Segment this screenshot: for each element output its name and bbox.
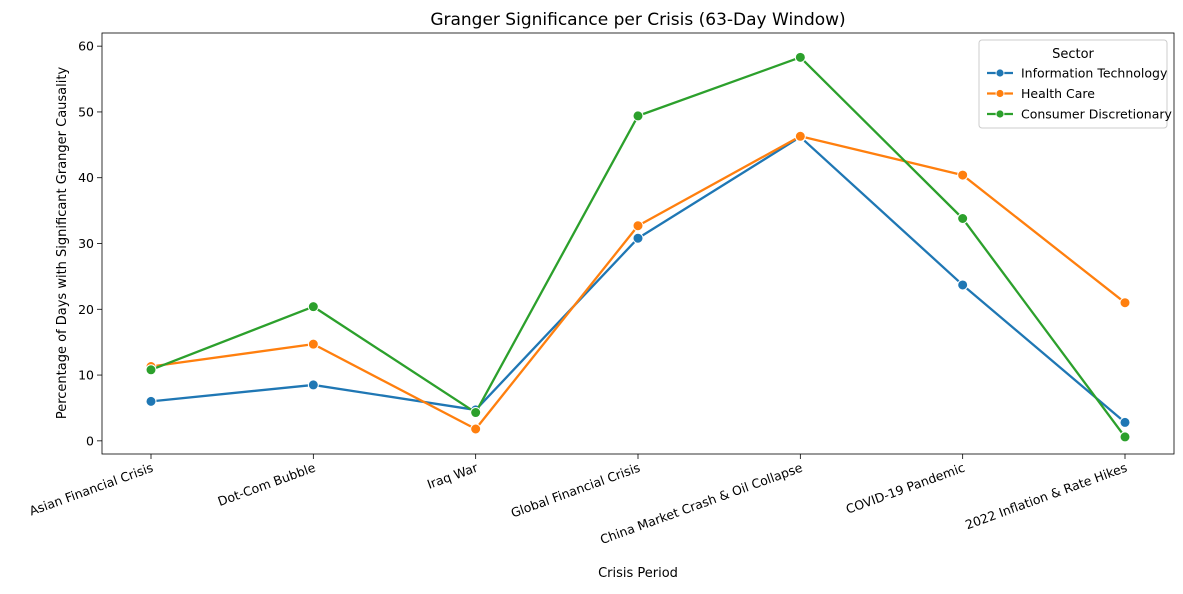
y-axis-label: Percentage of Days with Significant Gran… bbox=[55, 67, 70, 420]
x-tick-label: 2022 Inflation & Rate Hikes bbox=[963, 460, 1129, 533]
y-tick-label: 20 bbox=[78, 302, 94, 317]
data-point-information-technology bbox=[307, 379, 319, 391]
data-point-health-care bbox=[470, 423, 482, 435]
data-point-consumer-discretionary bbox=[794, 51, 806, 63]
x-axis: Asian Financial Crisis Dot-Com Bubble Iraq… bbox=[27, 454, 1129, 547]
x-tick-label: Asian Financial Crisis bbox=[27, 460, 155, 519]
legend-label: Information Technology bbox=[1021, 66, 1168, 81]
data-point-information-technology bbox=[632, 232, 644, 244]
legend-label: Health Care bbox=[1021, 86, 1095, 101]
x-tick-label: Global Financial Crisis bbox=[509, 460, 642, 521]
y-tick-label: 50 bbox=[78, 104, 94, 119]
data-point-information-technology bbox=[957, 279, 969, 291]
series-line-health-care bbox=[150, 135, 1126, 431]
legend-box bbox=[978, 39, 1168, 129]
series-consumer-discretionary bbox=[145, 51, 1131, 443]
legend: Sector Information Technology Health Care… bbox=[978, 39, 1172, 129]
y-tick-label: 40 bbox=[78, 170, 94, 185]
data-point-health-care bbox=[632, 220, 644, 232]
x-tick-label: Dot-Com Bubble bbox=[216, 460, 318, 509]
data-point-consumer-discretionary bbox=[470, 407, 482, 419]
series-information-technology bbox=[145, 131, 1131, 428]
x-tick-label: COVID-19 Pandemic bbox=[844, 460, 967, 517]
series-layer bbox=[145, 51, 1131, 443]
legend-marker bbox=[995, 89, 1005, 98]
data-point-information-technology bbox=[145, 395, 157, 407]
y-axis: 0 10 20 30 40 50 60 bbox=[78, 39, 102, 448]
y-tick-label: 10 bbox=[78, 368, 94, 383]
data-point-consumer-discretionary bbox=[145, 364, 157, 376]
legend-marker bbox=[995, 109, 1005, 119]
chart-title: Granger Significance per Crisis (63-Day … bbox=[430, 10, 845, 30]
x-tick-label: Iraq War bbox=[425, 459, 481, 491]
x-axis-label: Crisis Period bbox=[598, 566, 678, 581]
data-point-health-care bbox=[794, 130, 806, 142]
data-point-consumer-discretionary bbox=[1119, 431, 1131, 443]
data-point-consumer-discretionary bbox=[957, 213, 969, 225]
data-point-consumer-discretionary bbox=[632, 110, 644, 122]
series-line-information-technology bbox=[150, 135, 1126, 424]
y-tick-label: 30 bbox=[78, 236, 94, 251]
series-health-care bbox=[145, 130, 1131, 435]
y-tick-label: 60 bbox=[78, 39, 94, 54]
data-point-health-care bbox=[957, 169, 969, 181]
y-tick-label: 0 bbox=[86, 433, 94, 448]
data-point-health-care bbox=[1119, 297, 1131, 309]
legend-label: Consumer Discretionary bbox=[1021, 107, 1172, 122]
data-point-consumer-discretionary bbox=[307, 301, 319, 313]
legend-marker bbox=[995, 68, 1005, 78]
data-point-information-technology bbox=[1119, 416, 1131, 428]
data-point-health-care bbox=[307, 338, 319, 350]
legend-title: Sector bbox=[1052, 47, 1094, 62]
